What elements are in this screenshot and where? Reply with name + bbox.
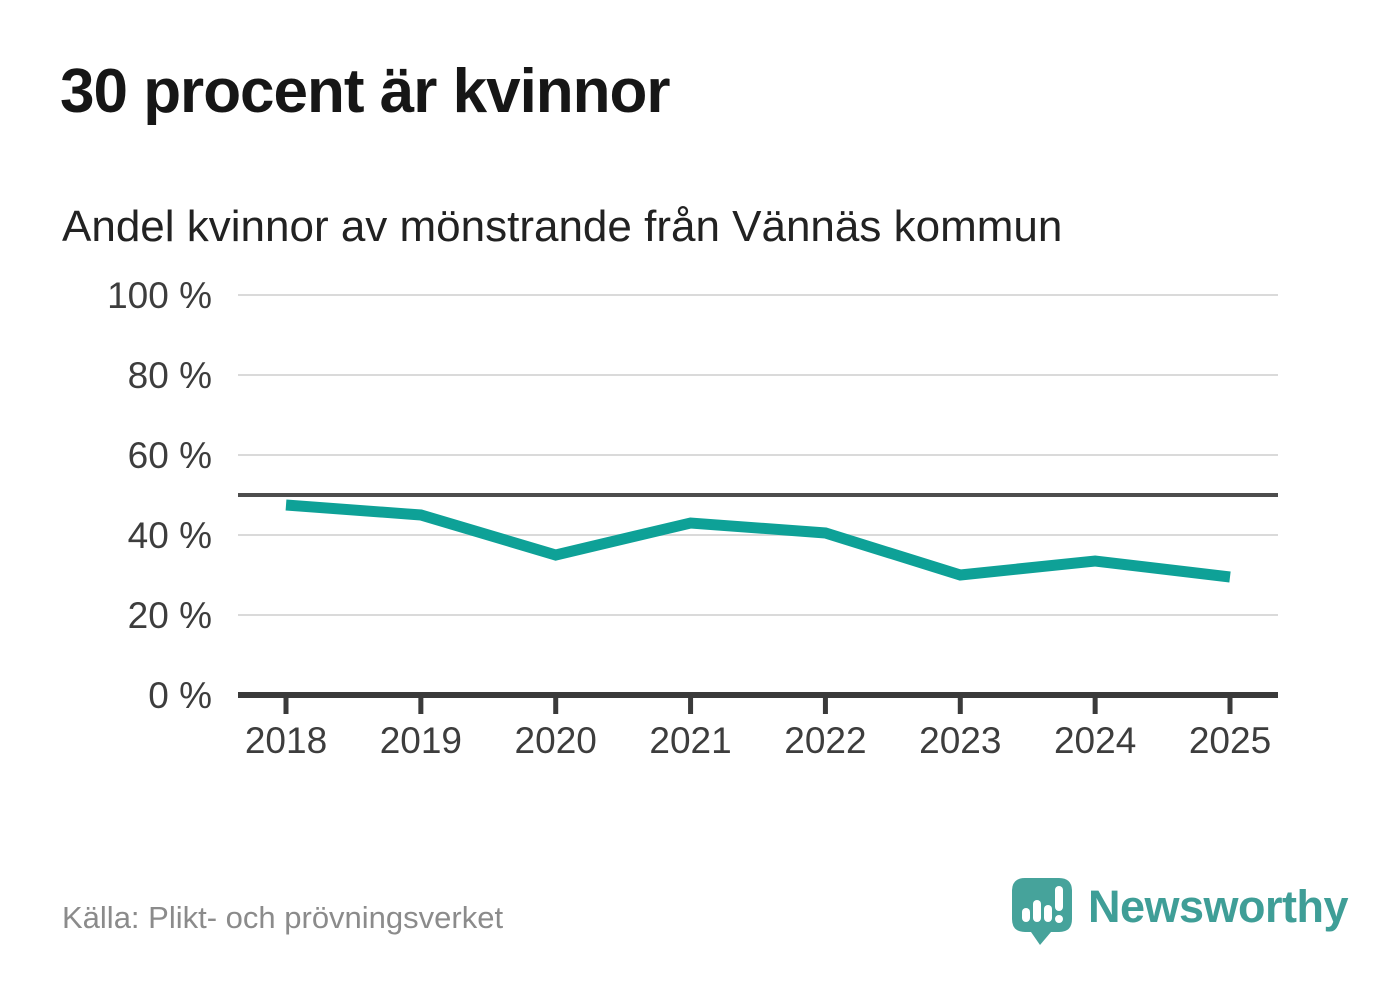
y-axis-label: 80 % (128, 355, 212, 396)
logo-bar-icon (1044, 905, 1052, 922)
newsworthy-logo-icon (1012, 878, 1072, 945)
logo-bar-icon (1033, 900, 1041, 922)
x-axis-label: 2019 (380, 720, 462, 761)
y-axis-label: 0 % (148, 675, 212, 716)
x-axis-label: 2024 (1054, 720, 1136, 761)
y-axis-label: 20 % (128, 595, 212, 636)
x-axis-label: 2025 (1189, 720, 1271, 761)
y-axis-label: 40 % (128, 515, 212, 556)
logo-exclamation-icon (1055, 886, 1063, 911)
y-axis-label: 60 % (128, 435, 212, 476)
y-axis-label: 100 % (107, 275, 212, 316)
logo-bubble-shape (1012, 878, 1072, 945)
x-axis-label: 2023 (919, 720, 1001, 761)
x-axis-label: 2020 (515, 720, 597, 761)
chart-title: 30 procent är kvinnor (60, 57, 671, 126)
data-line-series (285, 499, 1231, 583)
newsworthy-logo: Newsworthy (1012, 878, 1349, 946)
x-axis-label: 2022 (784, 720, 866, 761)
x-axis-label: 2018 (245, 720, 327, 761)
chart-subtitle: Andel kvinnor av mönstrande från Vännäs … (62, 202, 1063, 251)
logo-bar-icon (1022, 908, 1030, 922)
newsworthy-logo-text: Newsworthy (1088, 880, 1349, 932)
x-axis-label: 2021 (649, 720, 731, 761)
logo-exclamation-dot (1055, 915, 1063, 923)
source-note: Källa: Plikt- och prövningsverket (62, 900, 504, 935)
